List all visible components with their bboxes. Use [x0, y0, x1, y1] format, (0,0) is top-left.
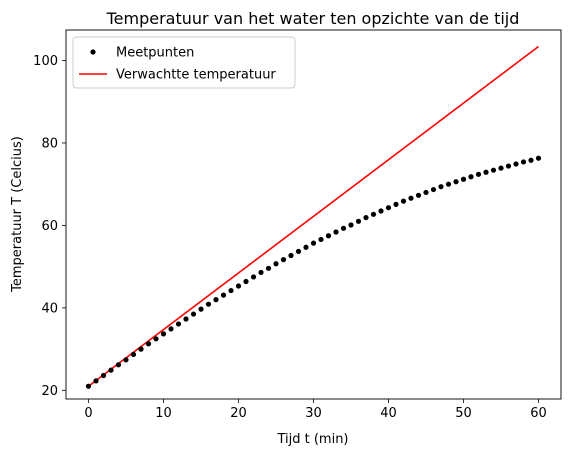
data-point	[378, 208, 384, 214]
data-point	[483, 169, 489, 175]
data-point	[310, 240, 317, 246]
data-point	[370, 211, 377, 217]
x-tick-label: 0	[84, 406, 92, 421]
data-point	[183, 316, 189, 322]
data-point	[333, 229, 339, 235]
data-point	[130, 351, 137, 358]
data-point	[303, 244, 309, 250]
legend-box	[72, 36, 296, 89]
data-point	[295, 248, 302, 254]
data-point	[288, 252, 294, 259]
data-point	[445, 181, 452, 187]
data-point	[145, 341, 152, 347]
data-point	[228, 287, 234, 294]
data-point	[168, 326, 174, 332]
data-point	[85, 383, 92, 389]
data-point	[475, 171, 482, 177]
x-tick-label: 60	[530, 406, 547, 421]
data-point	[220, 292, 227, 298]
data-point	[190, 311, 197, 317]
y-axis-ticks: 20 40 60 80 100	[33, 54, 66, 399]
data-point	[498, 165, 504, 171]
data-point	[355, 218, 362, 224]
y-axis-label: Temperatuur T (Celcius)	[10, 136, 25, 293]
data-point	[235, 283, 242, 289]
data-point	[100, 372, 107, 379]
data-point	[385, 205, 392, 211]
x-tick-label: 20	[230, 406, 247, 421]
data-point	[348, 222, 354, 228]
x-tick-label: 30	[305, 406, 322, 421]
data-point	[453, 179, 459, 185]
data-point	[363, 214, 369, 221]
data-point	[340, 225, 347, 231]
data-point	[528, 157, 534, 163]
data-point	[318, 236, 324, 243]
y-tick-label: 40	[41, 301, 58, 316]
legend-label-measured: Meetpunten	[116, 46, 194, 61]
measured-points	[85, 155, 542, 389]
data-point	[108, 367, 114, 373]
expected-temperature-line	[88, 45, 539, 387]
legend-label-expected: Verwachtte temperatuur	[116, 68, 276, 83]
data-point	[438, 184, 444, 190]
data-point	[520, 159, 527, 165]
data-point	[408, 195, 414, 201]
data-point	[430, 186, 437, 193]
data-point	[490, 167, 497, 173]
y-tick-label: 20	[41, 384, 58, 399]
data-point	[198, 306, 204, 312]
expected-temperature-polyline	[88, 45, 539, 387]
data-point	[258, 269, 264, 276]
data-point	[93, 378, 99, 384]
x-tick-label: 40	[380, 406, 397, 421]
y-tick-label: 60	[41, 219, 58, 234]
data-point	[460, 176, 467, 182]
data-point	[138, 346, 144, 352]
data-point	[115, 362, 122, 368]
data-point	[423, 189, 429, 196]
data-point	[153, 336, 159, 342]
data-point	[400, 198, 407, 204]
data-point	[535, 155, 542, 161]
data-point	[243, 278, 249, 285]
y-tick-label: 100	[33, 54, 58, 69]
data-point	[160, 331, 167, 337]
x-tick-label: 10	[155, 406, 172, 421]
data-point	[213, 297, 219, 303]
data-point	[468, 174, 474, 180]
data-point	[205, 301, 212, 307]
data-point	[273, 261, 279, 267]
data-point	[513, 161, 519, 167]
data-point	[393, 201, 399, 207]
data-point	[505, 163, 512, 169]
x-axis-label: Tijd t (min)	[276, 432, 348, 447]
plot-frame	[65, 29, 562, 400]
y-tick-label: 80	[41, 136, 58, 151]
x-tick-label: 50	[455, 406, 472, 421]
x-axis-ticks: 0 10 20 30 40 50 60	[84, 399, 547, 421]
chart-title: Temperatuur van het water ten opzichte v…	[106, 9, 520, 28]
legend-marker-measured	[90, 49, 96, 55]
data-point	[280, 257, 287, 263]
data-point	[175, 321, 182, 327]
data-point	[415, 192, 422, 198]
data-point	[325, 233, 332, 239]
data-point	[123, 357, 129, 363]
legend: Meetpunten Verwachtte temperatuur	[72, 36, 296, 89]
data-point	[250, 274, 257, 280]
data-point	[265, 265, 272, 271]
